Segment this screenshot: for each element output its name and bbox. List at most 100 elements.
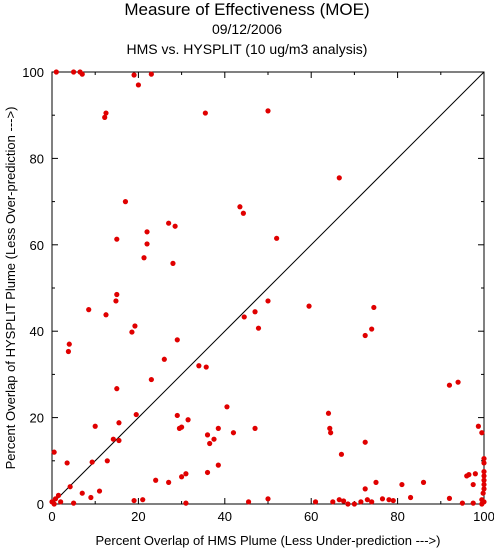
data-point xyxy=(369,326,375,332)
data-point xyxy=(166,479,172,485)
data-point xyxy=(148,376,154,383)
data-point xyxy=(241,314,247,320)
data-point xyxy=(102,114,108,120)
data-point xyxy=(131,497,137,504)
y-tick-label: 60 xyxy=(30,238,44,253)
y-tick-label: 0 xyxy=(37,497,44,512)
data-point xyxy=(338,451,345,457)
data-point xyxy=(132,323,138,329)
data-point xyxy=(202,110,208,116)
data-point xyxy=(53,69,59,75)
data-point xyxy=(116,420,122,426)
data-point xyxy=(129,329,135,335)
data-point xyxy=(459,500,465,506)
data-point xyxy=(141,255,147,261)
data-point xyxy=(481,486,487,492)
data-point xyxy=(114,386,120,392)
data-point xyxy=(174,337,180,343)
data-point xyxy=(114,291,120,298)
data-point xyxy=(66,341,72,347)
data-point xyxy=(327,425,333,431)
data-point xyxy=(103,312,109,318)
data-point xyxy=(58,499,64,505)
data-point xyxy=(64,460,70,466)
y-tick-label: 40 xyxy=(30,324,44,339)
data-point xyxy=(176,425,183,431)
data-point xyxy=(466,472,472,478)
data-point xyxy=(170,260,176,266)
data-point xyxy=(71,69,77,75)
one-to-one-line xyxy=(51,71,485,505)
data-point xyxy=(71,500,77,506)
data-point xyxy=(351,501,357,507)
data-point xyxy=(204,469,211,476)
data-point xyxy=(237,204,243,210)
data-point xyxy=(390,497,396,504)
data-point xyxy=(373,479,379,485)
data-point xyxy=(88,494,94,501)
data-point xyxy=(161,356,167,362)
data-point xyxy=(455,379,461,385)
data-point xyxy=(336,497,342,503)
data-point xyxy=(345,501,351,507)
data-point xyxy=(89,459,95,465)
data-point xyxy=(166,220,172,226)
data-point xyxy=(215,462,221,468)
data-point xyxy=(110,436,116,442)
data-point xyxy=(207,440,213,447)
data-point xyxy=(79,490,85,496)
data-point xyxy=(183,500,189,506)
data-point xyxy=(196,363,202,369)
data-point xyxy=(312,499,319,505)
data-point xyxy=(470,481,476,488)
y-axis-label: Percent Overlap of HYSPLIT Plume (Less O… xyxy=(3,107,18,470)
data-point xyxy=(49,499,55,505)
data-point xyxy=(86,307,92,313)
data-point xyxy=(399,481,405,488)
x-tick-labels: 0 20 40 60 80 100 xyxy=(48,509,494,524)
data-point xyxy=(174,412,180,419)
data-point xyxy=(230,430,237,436)
data-point xyxy=(481,473,487,479)
data-point xyxy=(470,500,476,506)
data-point xyxy=(104,458,110,464)
data-point xyxy=(420,479,427,485)
x-tick-label: 20 xyxy=(131,509,145,524)
data-point xyxy=(140,497,146,503)
data-point xyxy=(52,496,59,502)
data-point xyxy=(92,423,98,429)
data-point xyxy=(265,298,271,304)
data-point xyxy=(481,477,487,483)
data-point xyxy=(480,490,486,496)
data-point xyxy=(144,241,150,247)
data-point xyxy=(330,499,336,505)
x-tick-label: 100 xyxy=(473,509,494,524)
data-point xyxy=(479,501,485,507)
data-point xyxy=(172,223,178,229)
data-point xyxy=(224,404,230,410)
chart-title: Measure of Effectiveness (MOE) xyxy=(124,0,370,19)
data-points xyxy=(49,69,487,507)
data-point xyxy=(369,499,375,505)
data-point xyxy=(122,199,129,205)
data-point xyxy=(472,471,478,477)
data-point xyxy=(114,236,120,242)
data-point xyxy=(135,82,141,88)
data-point xyxy=(265,108,271,114)
data-point xyxy=(185,417,191,423)
data-point xyxy=(475,423,481,429)
data-point xyxy=(113,298,119,304)
y-tick-label: 80 xyxy=(30,151,44,166)
data-point xyxy=(203,364,209,370)
data-point xyxy=(103,110,109,116)
data-point xyxy=(481,456,487,462)
data-point xyxy=(386,497,392,503)
data-point xyxy=(481,481,487,488)
x-tick-label: 0 xyxy=(48,509,55,524)
data-point xyxy=(364,497,370,503)
y-tick-label: 20 xyxy=(30,411,44,426)
data-point xyxy=(131,72,137,78)
data-point xyxy=(144,229,150,235)
x-tick-label: 60 xyxy=(304,509,318,524)
